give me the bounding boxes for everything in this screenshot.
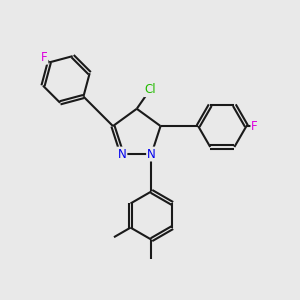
Text: F: F	[251, 120, 258, 133]
Text: N: N	[118, 148, 126, 160]
Text: F: F	[41, 51, 47, 64]
Text: N: N	[147, 148, 156, 160]
Text: Cl: Cl	[144, 83, 156, 96]
